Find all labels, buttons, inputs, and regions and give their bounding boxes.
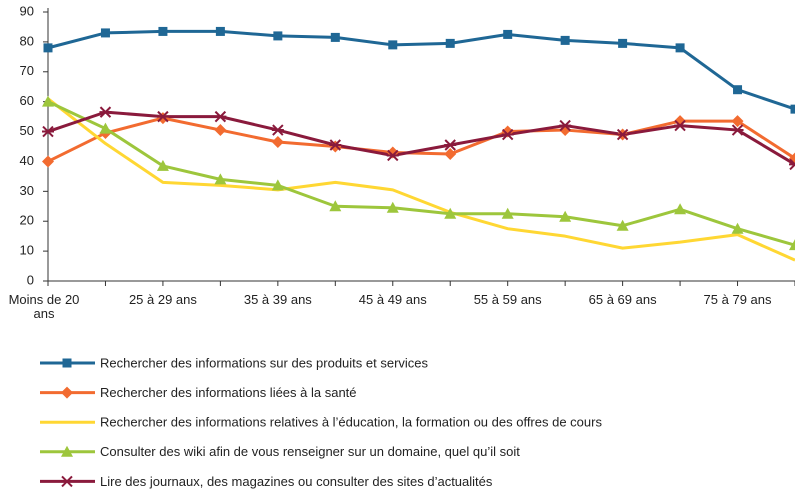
data-point <box>214 173 227 185</box>
data-point <box>158 26 168 36</box>
data-point <box>731 124 744 136</box>
data-point <box>559 210 572 222</box>
data-point <box>329 139 342 151</box>
y-tick-label: 10 <box>20 243 34 258</box>
data-point <box>42 155 54 168</box>
data-point <box>501 128 514 141</box>
data-point <box>43 43 53 53</box>
x-tick-label: Moins de 20 ans <box>8 292 80 321</box>
data-point <box>616 219 629 231</box>
data-point <box>156 110 169 123</box>
legend-marker <box>62 358 72 368</box>
x-tick-label: 25 à 29 ans <box>128 292 197 307</box>
data-point <box>444 207 457 219</box>
data-point <box>42 95 54 107</box>
data-point <box>100 28 110 38</box>
y-tick-label: 50 <box>20 123 34 138</box>
data-point <box>271 124 284 136</box>
legend-label: Lire des journaux, des magazines ou cons… <box>100 474 493 489</box>
y-tick-label: 20 <box>20 213 34 228</box>
y-tick-label: 40 <box>20 153 34 168</box>
x-tick-label: 45 à 49 ans <box>358 292 427 307</box>
legend-marker <box>61 445 73 457</box>
data-point <box>674 203 687 215</box>
y-tick-label: 60 <box>20 93 34 108</box>
data-point <box>273 31 283 41</box>
y-tick-label: 0 <box>27 272 34 287</box>
x-tick-label: 55 à 59 ans <box>473 292 542 307</box>
data-point <box>789 158 795 171</box>
legend-label: Rechercher des informations sur des prod… <box>100 355 429 370</box>
data-point <box>99 106 112 118</box>
series-line <box>47 100 795 247</box>
x-tick-label: 35 à 39 ans <box>243 292 312 307</box>
data-point <box>444 139 457 151</box>
legend-label: Rechercher des informations relatives à … <box>100 415 602 430</box>
data-point <box>271 136 284 149</box>
data-point <box>674 115 687 128</box>
series-line <box>47 116 795 163</box>
data-point <box>559 124 572 137</box>
data-point <box>388 40 398 50</box>
legend-label: Consulter des wiki afin de vous renseign… <box>100 444 520 459</box>
data-point <box>330 32 340 42</box>
y-tick-label: 70 <box>20 63 34 78</box>
data-point <box>675 43 685 53</box>
x-tick-label: 65 à 69 ans <box>588 292 657 307</box>
data-point <box>559 119 572 132</box>
series-line <box>47 97 795 262</box>
data-point <box>789 152 795 165</box>
legend-marker <box>61 475 73 488</box>
data-point <box>329 140 342 153</box>
legend-label: Rechercher des informations liées à la s… <box>100 385 357 400</box>
data-point <box>215 26 225 36</box>
data-point <box>156 112 169 125</box>
data-point <box>616 128 629 141</box>
y-tick-label: 90 <box>20 3 34 18</box>
data-point <box>329 200 342 212</box>
data-point <box>560 35 570 45</box>
data-point <box>731 222 744 234</box>
data-point <box>271 179 284 191</box>
data-point <box>214 110 227 123</box>
series-line <box>47 110 795 166</box>
legend-marker <box>61 386 73 399</box>
data-point <box>156 159 169 171</box>
data-point <box>789 239 795 251</box>
y-tick-label: 80 <box>20 33 34 48</box>
y-tick-label: 30 <box>20 183 34 198</box>
data-point <box>99 122 112 134</box>
data-point <box>790 104 795 114</box>
data-point <box>674 119 687 132</box>
plot <box>47 29 795 262</box>
data-point <box>445 38 455 48</box>
data-point <box>503 29 513 39</box>
x-tick-label: 75 à 79 ans <box>703 292 772 307</box>
data-point <box>386 149 399 162</box>
series-line <box>47 29 795 111</box>
data-point <box>214 124 227 137</box>
data-point <box>42 125 54 138</box>
data-point <box>731 115 744 128</box>
data-point <box>444 147 457 160</box>
data-point <box>386 201 399 213</box>
data-point <box>618 38 628 48</box>
data-point <box>501 207 514 219</box>
data-point <box>733 85 743 95</box>
